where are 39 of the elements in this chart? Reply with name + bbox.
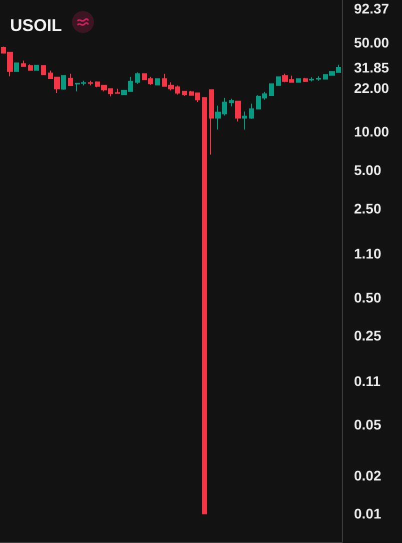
candlestick: [303, 77, 308, 83]
y-tick-label: 0.50: [354, 289, 382, 306]
candlestick: [235, 100, 241, 122]
candlestick: [41, 65, 46, 76]
y-tick-label: 1.10: [354, 246, 382, 262]
y-tick-label: 0.05: [354, 416, 382, 433]
candlestick: [296, 78, 301, 83]
candlestick: [229, 98, 234, 107]
y-tick-label: 50.00: [354, 34, 390, 51]
candlestick: [242, 110, 247, 130]
y-tick-label: 5.00: [354, 162, 382, 178]
y-tick-label: 0.02: [354, 467, 382, 484]
candlestick: [276, 76, 281, 86]
y-tick-label: 92.37: [354, 0, 390, 17]
candlestick: [182, 90, 187, 96]
candlestick: [316, 76, 321, 82]
y-tick-label: 0.11: [354, 373, 381, 390]
candlestick: [28, 64, 33, 71]
text: USOIL: [10, 16, 62, 35]
y-tick-label: 2.50: [354, 200, 382, 216]
y-tick-label: 31.85: [354, 60, 390, 76]
candlestick: [135, 72, 140, 84]
candlestick: [249, 103, 254, 120]
y-tick-label: 10.00: [354, 124, 390, 140]
candlestick: [202, 96, 207, 514]
candlestick: [115, 88, 120, 94]
candlestick: [209, 89, 214, 156]
candlestick: [68, 73, 73, 86]
candlestick: [269, 83, 274, 96]
candlestick: [155, 78, 160, 86]
y-tick-label: 0.25: [354, 328, 382, 344]
candlestick: [21, 60, 26, 67]
candlestick: [61, 75, 66, 90]
candlestick: [34, 64, 39, 71]
candlestick: [14, 62, 19, 72]
y-tick-label: 0.01: [354, 506, 382, 522]
candlestick: [88, 80, 93, 86]
candlestick: [309, 76, 314, 82]
y-tick-label: 22.00: [354, 80, 390, 96]
